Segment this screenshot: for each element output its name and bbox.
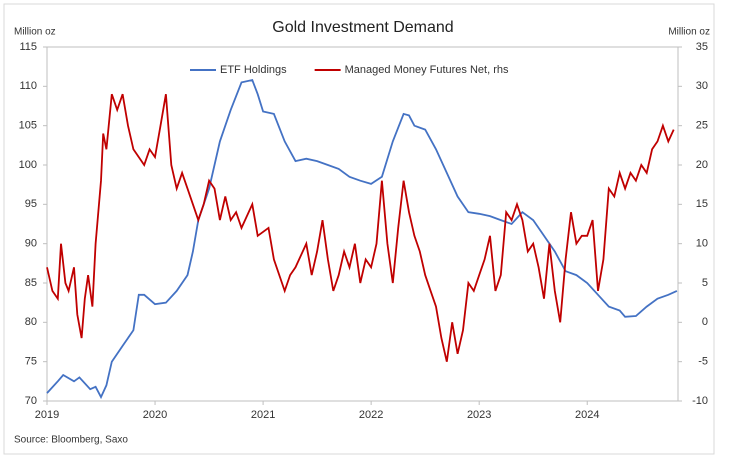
- legend-label: Managed Money Futures Net, rhs: [345, 64, 509, 76]
- y-tick-label: 115: [19, 41, 37, 53]
- legend-label: ETF Holdings: [220, 64, 287, 76]
- x-tick-label: 2019: [35, 409, 59, 421]
- y2-tick-label: -5: [698, 356, 708, 368]
- plot-area: [46, 46, 679, 402]
- y-tick-label: 110: [19, 80, 37, 92]
- x-tick-label: 2024: [575, 409, 599, 421]
- y2-tick-label: 15: [696, 198, 708, 210]
- x-tick-label: 2020: [143, 409, 167, 421]
- y-tick-label: 90: [25, 238, 37, 250]
- series-line: [46, 93, 675, 362]
- y2-tick-label: 0: [702, 316, 708, 328]
- chart-frame: [3, 3, 715, 455]
- y2-tick-label: 10: [696, 238, 708, 250]
- y-tick-label: 105: [19, 120, 37, 132]
- y2-tick-label: -10: [692, 395, 708, 407]
- y-tick-label: 70: [25, 395, 37, 407]
- y-tick-label: 80: [25, 316, 37, 328]
- y2-tick-label: 5: [702, 277, 708, 289]
- x-tick-label: 2021: [251, 409, 275, 421]
- y2-tick-label: 30: [696, 80, 708, 92]
- y-axis-label: Million oz: [14, 27, 56, 38]
- series-line: [46, 78, 678, 400]
- y-tick-label: 95: [25, 198, 37, 210]
- y2-tick-label: 35: [696, 41, 708, 53]
- x-tick-label: 2023: [467, 409, 491, 421]
- y-tick-label: 100: [19, 159, 37, 171]
- x-tick-label: 2022: [359, 409, 383, 421]
- y2-tick-label: 25: [696, 120, 708, 132]
- chart-title: Gold Investment Demand: [272, 19, 453, 36]
- y2-tick-label: 20: [696, 159, 708, 171]
- y-tick-label: 75: [25, 356, 37, 368]
- y2-axis-label: Million oz: [668, 27, 710, 38]
- y-tick-label: 85: [25, 277, 37, 289]
- source: Source: Bloomberg, Saxo: [14, 435, 128, 446]
